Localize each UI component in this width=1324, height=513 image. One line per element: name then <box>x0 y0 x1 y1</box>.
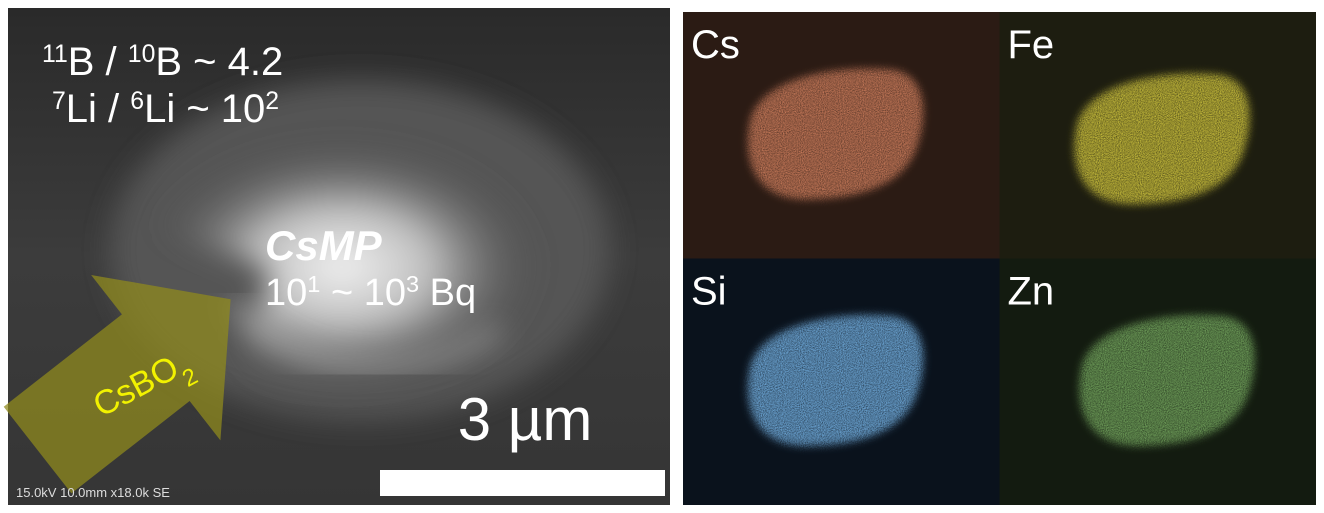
figure: CsBO2 11B / 10B ~ 4.2 7Li / 6Li ~ 102 Cs… <box>0 0 1324 513</box>
text-part: Li / <box>66 87 130 131</box>
element-label: Cs <box>691 23 740 67</box>
element-label: Zn <box>1008 270 1055 314</box>
eds-map: Cs <box>683 12 1000 259</box>
supscript: 6 <box>130 88 144 115</box>
eds-map: Si <box>683 259 1000 506</box>
supscript: 10 <box>128 41 156 68</box>
activity: 101 ~ 103 Bq <box>265 271 476 314</box>
isotope-ratio: 11B / 10B ~ 4.2 <box>42 40 283 84</box>
text-part: Li ~ 10 <box>144 87 265 131</box>
text-part: 10 <box>265 272 307 314</box>
text-part: Bq <box>419 272 476 314</box>
element-label: Si <box>691 270 727 314</box>
footer: 15.0kV 10.0mm x18.0k SE <box>16 485 170 500</box>
text-part: B ~ 4.2 <box>155 40 283 84</box>
eds-panel: Cs Fe Si Zn <box>683 12 1316 505</box>
supscript: 11 <box>42 41 68 68</box>
supscript: 1 <box>307 271 320 297</box>
supscript: 2 <box>265 88 279 115</box>
supscript: 7 <box>52 88 66 115</box>
text-part: ~ 10 <box>320 272 406 314</box>
eds-map: Fe <box>1000 12 1317 259</box>
supscript: 3 <box>406 271 419 297</box>
particle-name: CsMP <box>265 222 383 269</box>
text-part: B / <box>68 40 128 84</box>
scale-bar <box>380 470 665 496</box>
scale-label: 3 µm <box>458 386 593 453</box>
sem-panel: CsBO2 11B / 10B ~ 4.2 7Li / 6Li ~ 102 Cs… <box>0 8 670 513</box>
isotope-ratio: 7Li / 6Li ~ 102 <box>52 87 279 131</box>
element-label: Fe <box>1008 23 1055 67</box>
eds-map: Zn <box>1000 259 1317 506</box>
